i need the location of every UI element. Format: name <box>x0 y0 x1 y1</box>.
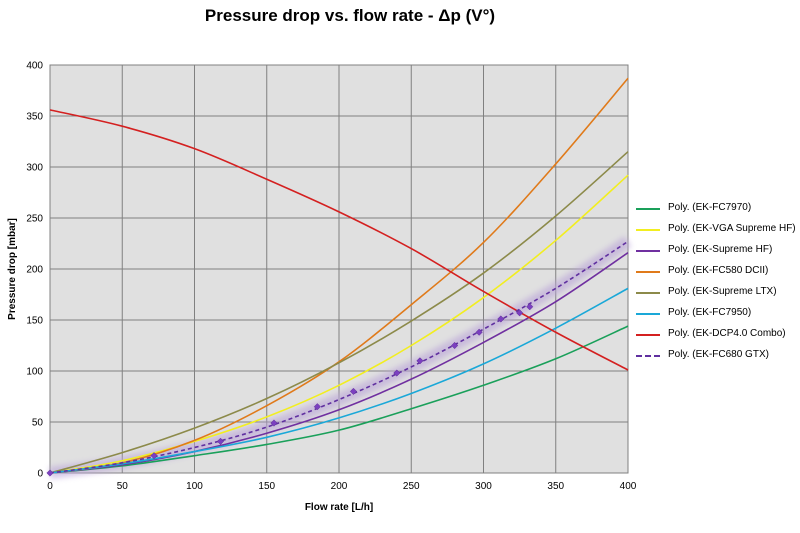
legend-swatch <box>636 229 660 231</box>
legend-item: Poly. (EK-Supreme LTX) <box>632 283 800 304</box>
chart-title: Pressure drop vs. flow rate - Δp (V°) <box>204 6 496 25</box>
y-tick-label: 250 <box>26 214 43 225</box>
x-tick-label: 250 <box>403 481 420 492</box>
data-point <box>150 452 158 460</box>
series-line <box>49 252 629 474</box>
data-point <box>393 369 401 377</box>
data-point <box>46 469 54 477</box>
y-tick-label: 100 <box>26 367 43 378</box>
series-markers <box>46 303 534 477</box>
x-tick-label: 200 <box>331 481 348 492</box>
x-tick-label: 350 <box>547 481 564 492</box>
data-point <box>349 387 358 395</box>
data-point <box>516 309 524 317</box>
series-line <box>49 287 629 474</box>
legend-item: Poly. (EK-FC7970) <box>632 199 800 220</box>
data-point <box>526 303 534 311</box>
legend-swatch <box>636 292 660 294</box>
legend-label: Poly. (EK-FC680 GTX) <box>668 349 769 360</box>
legend-item: Poly. (EK-FC7950) <box>632 304 800 325</box>
x-tick-label: 300 <box>475 481 492 492</box>
y-axis-label: Pressure drop [mbar] <box>7 218 18 320</box>
series-line <box>49 240 629 474</box>
legend-label: Poly. (EK-VGA Supreme HF) <box>668 223 796 234</box>
data-point <box>416 357 424 365</box>
y-tick-label: 350 <box>26 112 43 123</box>
data-point <box>497 315 505 323</box>
x-tick-label: 150 <box>258 481 275 492</box>
legend-item: Poly. (EK-FC580 DCII) <box>632 262 800 283</box>
chart-legend: Poly. (EK-FC7970) Poly. (EK-VGA Supreme H… <box>632 199 800 367</box>
x-tick-label: 0 <box>47 481 53 492</box>
data-point <box>270 419 278 427</box>
legend-label: Poly. (EK-DCP4.0 Combo) <box>668 328 786 339</box>
data-point <box>475 328 483 336</box>
y-tick-label: 400 <box>26 61 43 72</box>
legend-swatch <box>636 250 660 252</box>
grid-lines <box>49 64 629 474</box>
series-line <box>49 109 629 371</box>
legend-swatch <box>636 313 660 315</box>
legend-item: Poly. (EK-FC680 GTX) <box>632 346 800 367</box>
series-line <box>49 174 629 474</box>
legend-swatch <box>636 208 660 210</box>
series-line <box>49 151 629 474</box>
legend-item: Poly. (EK-DCP4.0 Combo) <box>632 325 800 346</box>
series-lines <box>49 77 632 479</box>
legend-label: Poly. (EK-Supreme HF) <box>668 244 773 255</box>
data-point <box>313 403 321 411</box>
y-tick-label: 150 <box>26 316 43 327</box>
data-point <box>216 437 225 445</box>
x-tick-label: 50 <box>117 481 129 492</box>
legend-item: Poly. (EK-Supreme HF) <box>632 241 800 262</box>
legend-label: Poly. (EK-FC7970) <box>668 202 752 213</box>
data-point <box>451 341 459 350</box>
legend-item: Poly. (EK-VGA Supreme HF) <box>632 220 800 241</box>
y-tick-label: 0 <box>37 469 43 480</box>
y-tick-label: 50 <box>32 418 44 429</box>
legend-label: Poly. (EK-Supreme LTX) <box>668 286 777 297</box>
x-tick-label: 100 <box>186 481 203 492</box>
legend-swatch <box>636 334 660 336</box>
legend-label: Poly. (EK-FC7950) <box>668 307 752 318</box>
axis-ticks: 0 50 100 150 200 250 300 350 400 0 50 100 150 200 250 3… <box>26 61 636 493</box>
y-tick-label: 200 <box>26 265 43 276</box>
x-tick-label: 400 <box>620 481 637 492</box>
x-axis-label: Flow rate [L/h] <box>305 502 373 513</box>
legend-label: Poly. (EK-FC580 DCII) <box>668 265 769 276</box>
y-tick-label: 300 <box>26 163 43 174</box>
legend-swatch <box>636 355 660 357</box>
series-line <box>49 325 629 474</box>
legend-swatch <box>636 271 660 273</box>
